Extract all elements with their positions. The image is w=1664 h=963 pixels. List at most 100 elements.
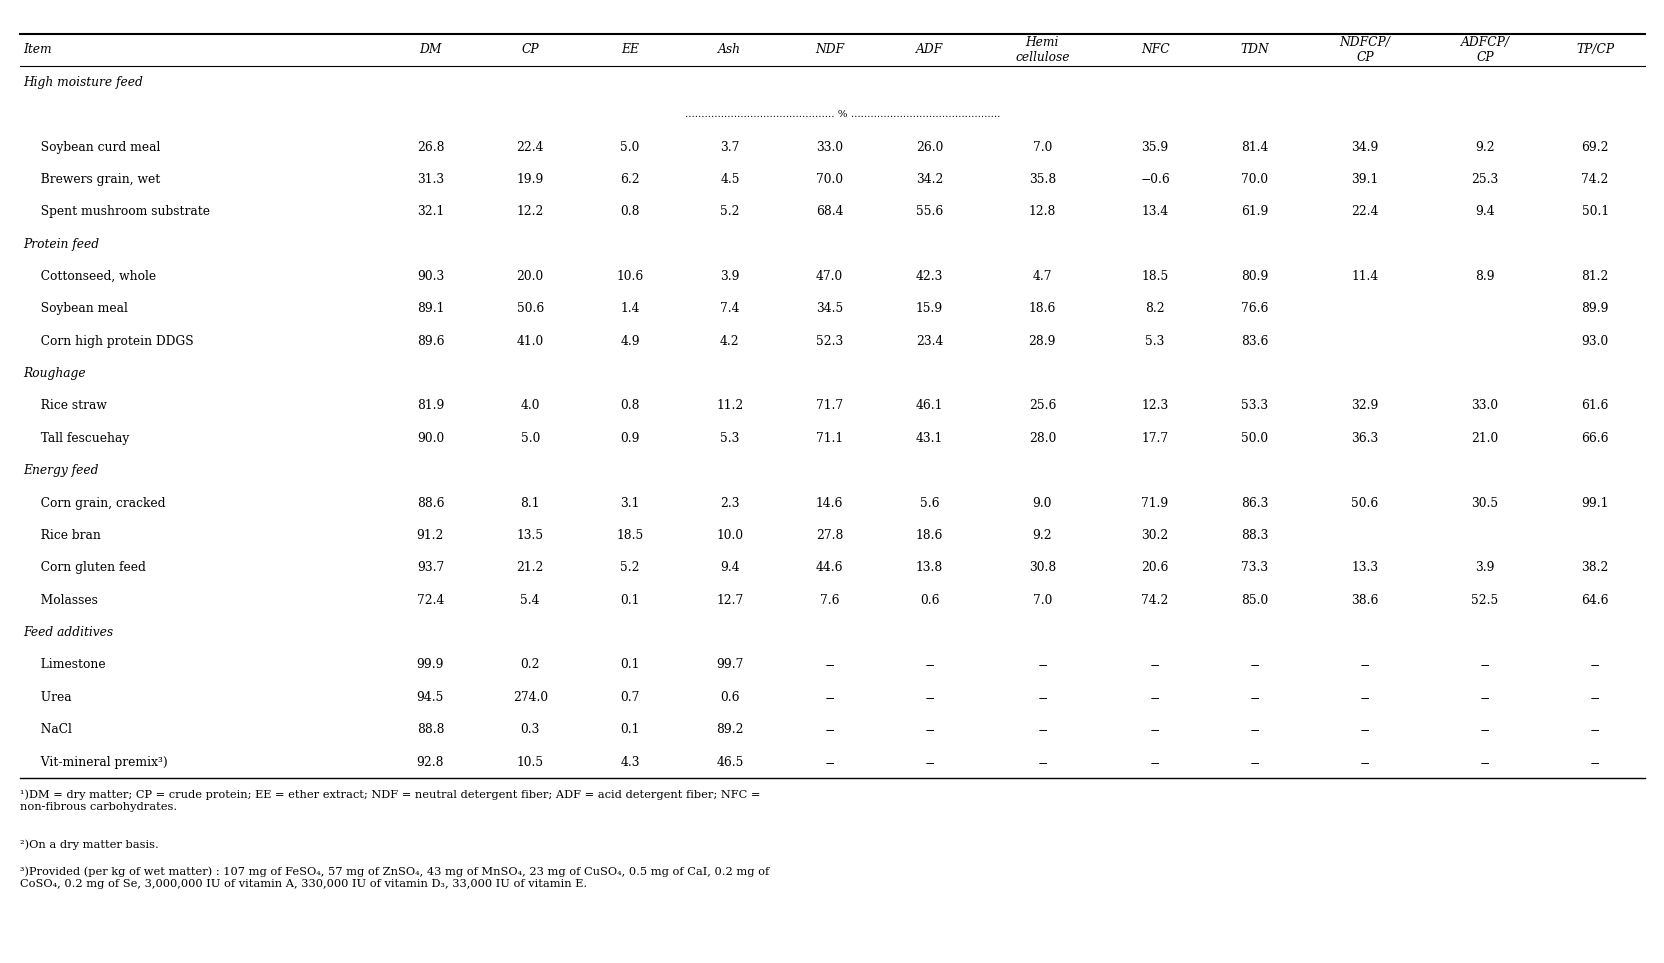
Text: 28.0: 28.0: [1028, 431, 1055, 445]
Text: 19.9: 19.9: [516, 173, 544, 186]
Text: 83.6: 83.6: [1240, 335, 1268, 348]
Text: 18.6: 18.6: [1028, 302, 1055, 315]
Text: −: −: [1479, 723, 1489, 737]
Text: 5.4: 5.4: [521, 594, 539, 607]
Text: 13.3: 13.3: [1351, 561, 1378, 574]
Text: −: −: [1359, 756, 1369, 768]
Text: NFC: NFC: [1140, 43, 1168, 57]
Text: 25.6: 25.6: [1028, 400, 1055, 412]
Text: 6.2: 6.2: [621, 173, 639, 186]
Text: 61.6: 61.6: [1581, 400, 1607, 412]
Text: 3.9: 3.9: [721, 270, 739, 283]
Text: 22.4: 22.4: [1351, 205, 1378, 219]
Text: 21.0: 21.0: [1471, 431, 1498, 445]
Text: NDFCP/
CP: NDFCP/ CP: [1340, 36, 1389, 64]
Text: High moisture feed: High moisture feed: [23, 76, 143, 89]
Text: 70.0: 70.0: [1241, 173, 1268, 186]
Text: 9.4: 9.4: [719, 561, 739, 574]
Text: 9.0: 9.0: [1032, 497, 1052, 509]
Text: Hemi
cellulose: Hemi cellulose: [1015, 36, 1068, 64]
Text: 0.8: 0.8: [621, 205, 639, 219]
Text: Urea: Urea: [33, 690, 72, 704]
Text: ADF: ADF: [915, 43, 942, 57]
Text: 3.7: 3.7: [721, 141, 739, 153]
Text: 1.4: 1.4: [621, 302, 639, 315]
Text: Protein feed: Protein feed: [23, 238, 100, 250]
Text: 4.9: 4.9: [621, 335, 639, 348]
Text: 72.4: 72.4: [416, 594, 444, 607]
Text: 5.2: 5.2: [621, 561, 639, 574]
Text: 89.9: 89.9: [1581, 302, 1607, 315]
Text: 5.3: 5.3: [721, 431, 739, 445]
Text: 26.0: 26.0: [915, 141, 943, 153]
Text: −: −: [1150, 723, 1160, 737]
Text: −: −: [1359, 659, 1369, 671]
Text: 9.2: 9.2: [1474, 141, 1494, 153]
Text: −: −: [1589, 723, 1599, 737]
Text: 8.9: 8.9: [1474, 270, 1494, 283]
Text: 17.7: 17.7: [1142, 431, 1168, 445]
Text: 71.9: 71.9: [1142, 497, 1168, 509]
Text: 99.7: 99.7: [716, 659, 744, 671]
Text: 61.9: 61.9: [1240, 205, 1268, 219]
Text: 89.2: 89.2: [716, 723, 744, 737]
Text: −: −: [1250, 756, 1260, 768]
Text: 81.4: 81.4: [1240, 141, 1268, 153]
Text: 85.0: 85.0: [1241, 594, 1268, 607]
Text: 50.1: 50.1: [1581, 205, 1607, 219]
Text: 22.4: 22.4: [516, 141, 544, 153]
Text: 30.8: 30.8: [1028, 561, 1055, 574]
Text: 42.3: 42.3: [915, 270, 943, 283]
Text: 33.0: 33.0: [815, 141, 842, 153]
Text: ¹)DM = dry matter; CP = crude protein; EE = ether extract; NDF = neutral deterge: ¹)DM = dry matter; CP = crude protein; E…: [20, 790, 760, 812]
Text: ²)On a dry matter basis.: ²)On a dry matter basis.: [20, 839, 158, 849]
Text: 50.6: 50.6: [1351, 497, 1378, 509]
Text: 32.1: 32.1: [416, 205, 444, 219]
Text: −: −: [1150, 659, 1160, 671]
Text: 11.2: 11.2: [716, 400, 744, 412]
Text: 13.5: 13.5: [516, 529, 544, 542]
Text: Spent mushroom substrate: Spent mushroom substrate: [33, 205, 210, 219]
Text: 68.4: 68.4: [815, 205, 844, 219]
Text: 0.8: 0.8: [621, 400, 639, 412]
Text: 89.1: 89.1: [416, 302, 444, 315]
Text: 81.9: 81.9: [416, 400, 444, 412]
Text: 50.6: 50.6: [516, 302, 544, 315]
Text: 55.6: 55.6: [915, 205, 942, 219]
Text: 33.0: 33.0: [1471, 400, 1498, 412]
Text: 14.6: 14.6: [815, 497, 844, 509]
Text: 18.6: 18.6: [915, 529, 943, 542]
Text: Tall fescuehay: Tall fescuehay: [33, 431, 130, 445]
Text: −: −: [1479, 756, 1489, 768]
Text: 18.5: 18.5: [1142, 270, 1168, 283]
Text: NaCl: NaCl: [33, 723, 72, 737]
Text: −: −: [1250, 659, 1260, 671]
Text: 11.4: 11.4: [1351, 270, 1378, 283]
Text: 32.9: 32.9: [1351, 400, 1378, 412]
Text: 4.7: 4.7: [1032, 270, 1052, 283]
Text: 34.5: 34.5: [815, 302, 844, 315]
Text: −: −: [1037, 756, 1047, 768]
Text: −: −: [1150, 690, 1160, 704]
Text: 90.0: 90.0: [416, 431, 444, 445]
Text: Item: Item: [23, 43, 52, 57]
Text: 36.3: 36.3: [1351, 431, 1378, 445]
Text: 13.4: 13.4: [1142, 205, 1168, 219]
Text: 41.0: 41.0: [516, 335, 544, 348]
Text: 3.9: 3.9: [1474, 561, 1494, 574]
Text: −: −: [824, 723, 834, 737]
Text: 0.6: 0.6: [919, 594, 938, 607]
Text: −: −: [1150, 756, 1160, 768]
Text: 34.9: 34.9: [1351, 141, 1378, 153]
Text: 71.1: 71.1: [815, 431, 842, 445]
Text: 39.1: 39.1: [1351, 173, 1378, 186]
Text: −: −: [1037, 659, 1047, 671]
Text: −: −: [924, 690, 934, 704]
Text: 9.2: 9.2: [1032, 529, 1052, 542]
Text: 7.6: 7.6: [819, 594, 839, 607]
Text: −: −: [924, 659, 934, 671]
Text: CP: CP: [521, 43, 539, 57]
Text: EE: EE: [621, 43, 639, 57]
Text: −: −: [1359, 723, 1369, 737]
Text: 30.5: 30.5: [1471, 497, 1498, 509]
